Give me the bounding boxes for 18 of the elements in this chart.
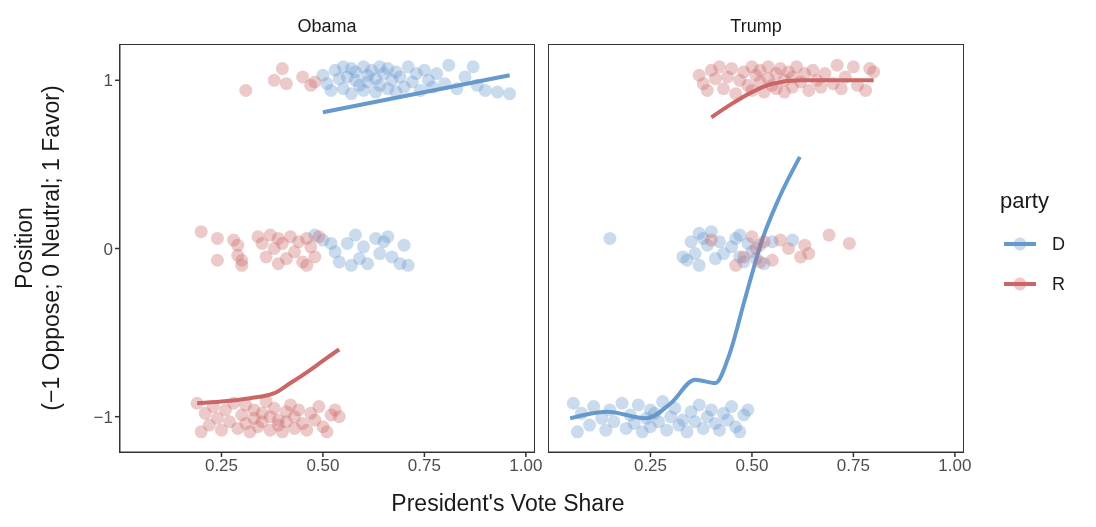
legend-title: party bbox=[1000, 188, 1050, 214]
legend-label: D bbox=[1052, 233, 1065, 255]
chart-title: Obama bbox=[296, 16, 358, 37]
y-tick-label: −1 bbox=[93, 407, 113, 427]
y-axis-title: Position (−1 Oppose; 0 Neutral; 1 Favor) bbox=[11, 85, 65, 411]
x-tick-label: 0.25 bbox=[204, 456, 239, 476]
x-tick-label: 0.75 bbox=[407, 456, 441, 476]
x-tick-label: 0.25 bbox=[633, 456, 668, 476]
legend-label: R bbox=[1052, 273, 1065, 295]
x-tick-label: 0.50 bbox=[735, 456, 769, 476]
x-tick-label: 0.75 bbox=[836, 456, 870, 476]
x-axis-title: President's Vote Share bbox=[391, 490, 625, 516]
x-tick-label: 1.00 bbox=[938, 456, 972, 476]
y-tick-label: 0 bbox=[103, 239, 113, 259]
chart-title: Trump bbox=[729, 16, 783, 37]
y-tick-label: 1 bbox=[103, 71, 113, 91]
x-tick-label: 0.50 bbox=[306, 456, 340, 476]
x-tick-label: 1.00 bbox=[509, 456, 543, 476]
